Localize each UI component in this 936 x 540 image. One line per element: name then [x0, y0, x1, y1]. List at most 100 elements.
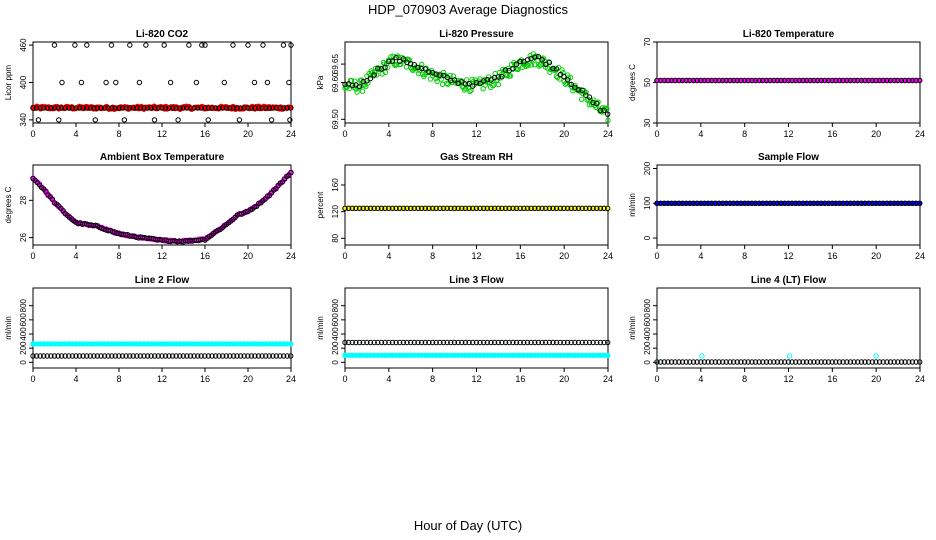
data-point	[342, 339, 348, 346]
data-point	[563, 80, 570, 86]
data-point	[880, 77, 886, 84]
data-point	[448, 205, 454, 212]
data-point	[491, 339, 498, 346]
data-point	[393, 205, 399, 212]
data-point	[727, 200, 733, 207]
data-point	[444, 74, 450, 81]
data-point	[524, 339, 531, 346]
data-point	[749, 200, 755, 207]
data-point	[386, 205, 392, 212]
data-point	[661, 200, 667, 207]
data-point	[148, 105, 154, 111]
data-point	[763, 200, 770, 207]
data-point	[191, 105, 197, 111]
data-point	[909, 200, 916, 207]
data-point	[434, 78, 440, 85]
data-point	[898, 359, 905, 365]
data-point	[709, 200, 715, 207]
data-point	[33, 353, 40, 359]
data-point	[822, 200, 828, 207]
x-tick-label: 8	[116, 129, 121, 139]
data-point	[462, 205, 469, 212]
data-point	[459, 205, 465, 212]
data-point	[287, 117, 293, 123]
x-tick-label: 16	[200, 251, 210, 261]
data-point	[212, 353, 219, 359]
data-point	[277, 105, 283, 111]
x-tick-label: 4	[698, 251, 703, 261]
data-point	[756, 359, 762, 365]
data-point	[506, 205, 512, 212]
x-tick-label: 12	[471, 129, 481, 139]
data-point	[855, 200, 861, 207]
data-point	[741, 359, 748, 365]
data-point	[767, 77, 773, 84]
plot-frame	[344, 164, 609, 246]
chart-title: Line 2 Flow	[135, 275, 190, 286]
data-point	[370, 73, 377, 79]
data-point	[398, 61, 404, 67]
data-point	[858, 359, 865, 365]
data-point	[862, 200, 868, 207]
data-point	[504, 73, 510, 79]
data-point	[236, 117, 243, 123]
data-point	[745, 77, 751, 84]
data-point	[858, 77, 865, 84]
chart-panel-5: Gas Stream RH 0 4 8 12 16 20 24 80 120 160 percent	[316, 152, 613, 261]
data-point	[586, 339, 593, 346]
data-point	[80, 105, 86, 111]
y-tick-label: 0	[331, 360, 340, 365]
data-point	[873, 353, 879, 359]
data-point	[119, 105, 126, 111]
y-tick-label: 600	[331, 313, 340, 327]
data-point	[400, 205, 407, 212]
data-point	[367, 75, 374, 82]
data-point	[422, 66, 428, 72]
data-point	[546, 205, 553, 212]
data-point	[709, 359, 715, 365]
data-point	[561, 205, 567, 212]
y-tick-label: 26	[19, 233, 28, 242]
data-point	[579, 96, 585, 103]
x-tick-label: 24	[603, 374, 613, 384]
data-point	[734, 359, 740, 365]
x-tick-label: 4	[386, 251, 391, 261]
x-tick-label: 4	[698, 374, 703, 384]
x-tick-label: 24	[603, 251, 613, 261]
x-tick-label: 0	[654, 129, 659, 139]
data-point	[825, 77, 832, 84]
series-sample	[30, 341, 294, 347]
chart-title: Ambient Box Temperature	[100, 152, 225, 163]
data-point	[546, 339, 553, 346]
data-point	[263, 353, 269, 359]
data-point	[220, 105, 226, 111]
data-point	[902, 200, 908, 207]
data-point	[105, 353, 111, 359]
y-tick-label: 69.60	[331, 72, 340, 93]
data-point	[579, 339, 585, 346]
x-tick-label: 0	[30, 129, 35, 139]
data-point	[807, 77, 813, 84]
data-point	[453, 80, 459, 86]
y-tick-label: 69.65	[331, 54, 340, 75]
data-point	[699, 353, 705, 359]
data-point	[738, 200, 744, 207]
data-point	[771, 200, 777, 207]
data-point	[720, 200, 726, 207]
data-point	[167, 79, 174, 86]
y-axis-label: kPa	[316, 75, 325, 89]
data-point	[234, 105, 240, 111]
data-point	[56, 117, 62, 123]
data-point	[484, 339, 490, 346]
data-point	[91, 105, 97, 111]
data-point	[280, 353, 287, 359]
data-point	[123, 105, 129, 111]
data-point	[470, 205, 476, 212]
data-point	[844, 77, 850, 84]
data-point	[829, 77, 835, 84]
data-point	[723, 77, 729, 84]
y-tick-label: 200	[331, 341, 340, 355]
data-point	[433, 339, 439, 346]
data-point	[397, 58, 403, 65]
data-point	[109, 353, 115, 359]
